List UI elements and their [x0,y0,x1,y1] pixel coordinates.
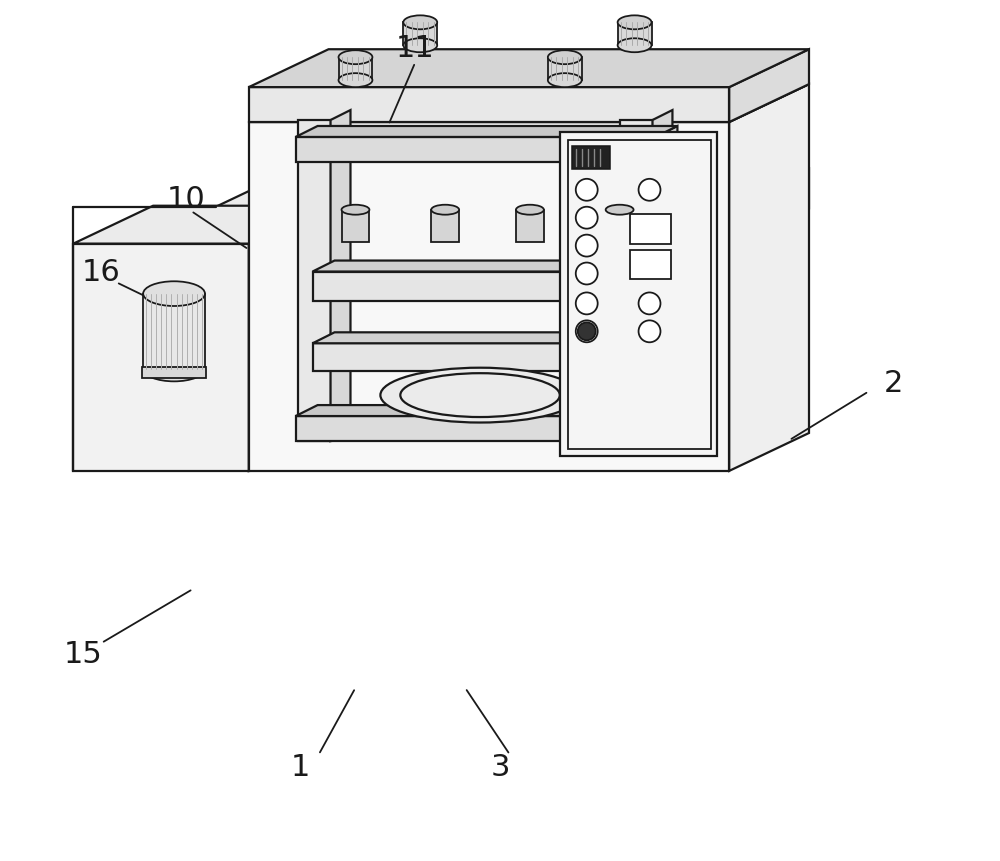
Polygon shape [296,127,677,138]
Polygon shape [560,133,717,456]
Polygon shape [249,123,729,471]
Ellipse shape [339,51,372,65]
Polygon shape [249,88,729,123]
Ellipse shape [431,206,459,215]
Ellipse shape [618,40,652,53]
Ellipse shape [576,293,598,315]
Polygon shape [296,138,655,163]
Ellipse shape [576,208,598,229]
Polygon shape [653,111,672,442]
Text: 10: 10 [167,184,205,214]
Polygon shape [73,245,249,471]
Text: 3: 3 [490,753,510,782]
Polygon shape [729,85,809,471]
Polygon shape [516,210,544,242]
Polygon shape [403,23,437,46]
Polygon shape [142,368,206,379]
Ellipse shape [639,293,660,315]
Text: 15: 15 [64,639,103,668]
Ellipse shape [342,206,369,215]
Ellipse shape [143,357,205,382]
Ellipse shape [403,16,437,30]
Polygon shape [249,50,809,88]
Polygon shape [216,170,809,208]
Ellipse shape [618,16,652,30]
Polygon shape [296,417,655,442]
Ellipse shape [516,206,544,215]
Ellipse shape [339,74,372,88]
Polygon shape [313,261,668,272]
Polygon shape [606,210,634,242]
Polygon shape [73,207,329,245]
Ellipse shape [143,282,205,307]
Polygon shape [331,111,350,442]
Polygon shape [618,23,652,46]
Ellipse shape [403,40,437,53]
Polygon shape [143,294,205,369]
Ellipse shape [576,235,598,257]
Polygon shape [647,333,668,372]
Polygon shape [431,210,459,242]
Ellipse shape [606,206,634,215]
Ellipse shape [578,323,596,341]
Ellipse shape [639,321,660,343]
Ellipse shape [639,180,660,201]
Polygon shape [655,127,677,163]
Polygon shape [655,406,677,442]
Ellipse shape [400,374,560,418]
Polygon shape [249,207,329,471]
Ellipse shape [548,74,582,88]
Polygon shape [249,85,809,123]
Polygon shape [620,121,653,442]
Polygon shape [647,261,668,302]
Polygon shape [296,406,677,417]
Ellipse shape [576,321,598,343]
Polygon shape [313,344,647,372]
Polygon shape [568,141,711,449]
Polygon shape [298,121,331,442]
Ellipse shape [576,263,598,285]
Ellipse shape [548,51,582,65]
Ellipse shape [576,180,598,201]
Text: 2: 2 [884,369,903,398]
Ellipse shape [380,369,580,423]
Text: 1: 1 [291,753,310,782]
Polygon shape [216,208,729,247]
Polygon shape [313,333,668,344]
Polygon shape [342,210,369,242]
Polygon shape [313,272,647,302]
Polygon shape [339,59,372,81]
Polygon shape [729,170,809,247]
Text: 16: 16 [82,257,121,286]
Polygon shape [572,146,610,170]
Polygon shape [548,59,582,81]
Polygon shape [630,214,671,245]
Text: 11: 11 [396,34,435,63]
Polygon shape [729,50,809,123]
Polygon shape [630,251,671,280]
